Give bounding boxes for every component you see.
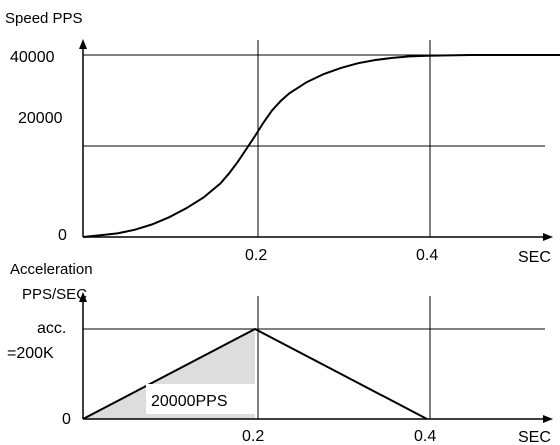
- accel-tick-y-acc-line1: acc.: [37, 320, 66, 337]
- accel-series-line: [82, 327, 428, 420]
- accel-tick-x-04: 0.4: [414, 428, 436, 445]
- speed-tick-y-0: 0: [58, 227, 67, 244]
- accel-area-label: 20000PPS: [151, 393, 228, 410]
- speed-y-axis-arrow: [79, 39, 87, 49]
- speed-tick-x-04: 0.4: [416, 247, 438, 264]
- accel-title-line1: Acceleration: [10, 261, 93, 278]
- speed-x-axis-arrow: [543, 233, 553, 241]
- accel-y-axis-arrow: [79, 292, 87, 302]
- accel-title-line2: PPS/SEC: [22, 286, 87, 303]
- speed-tick-y-20000: 20000: [18, 110, 63, 127]
- speed-x-axis-label: SEC: [518, 249, 551, 266]
- speed-tick-x-02: 0.2: [245, 247, 267, 264]
- accel-area-label-box: [146, 384, 256, 414]
- accel-x-axis-arrow: [543, 415, 553, 423]
- speed-series-line: [82, 54, 560, 238]
- accel-tick-x-02: 0.2: [242, 428, 264, 445]
- accel-tick-y-acc-line2: =200K: [7, 345, 54, 362]
- speed-chart: Speed PPS 40000 20000 0 0.2 0.4 SEC: [5, 10, 560, 266]
- speed-title: Speed PPS: [5, 10, 83, 27]
- accel-tick-y-0: 0: [62, 411, 71, 428]
- speed-tick-y-40000: 40000: [10, 49, 55, 66]
- acceleration-chart: Acceleration PPS/SEC acc. =200K 0 20000P…: [7, 261, 553, 445]
- accel-x-axis-label: SEC: [518, 429, 551, 445]
